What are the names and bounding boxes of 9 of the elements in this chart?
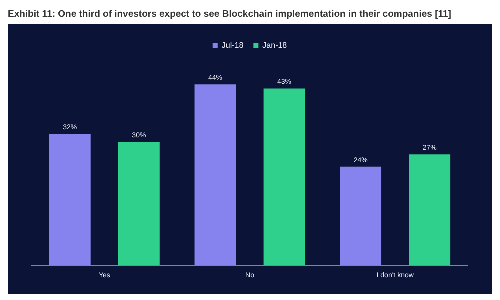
bar (118, 142, 160, 266)
bar (49, 134, 91, 266)
legend-label: Jul-18 (222, 41, 244, 50)
legend-label: Jan-18 (262, 41, 288, 50)
bar (340, 166, 382, 266)
bar (264, 88, 306, 266)
bar (409, 154, 451, 266)
chart-title: Exhibit 11: One third of investors expect to see Blockchain implementation in their companies [11] (8, 8, 452, 22)
bar (194, 84, 236, 266)
